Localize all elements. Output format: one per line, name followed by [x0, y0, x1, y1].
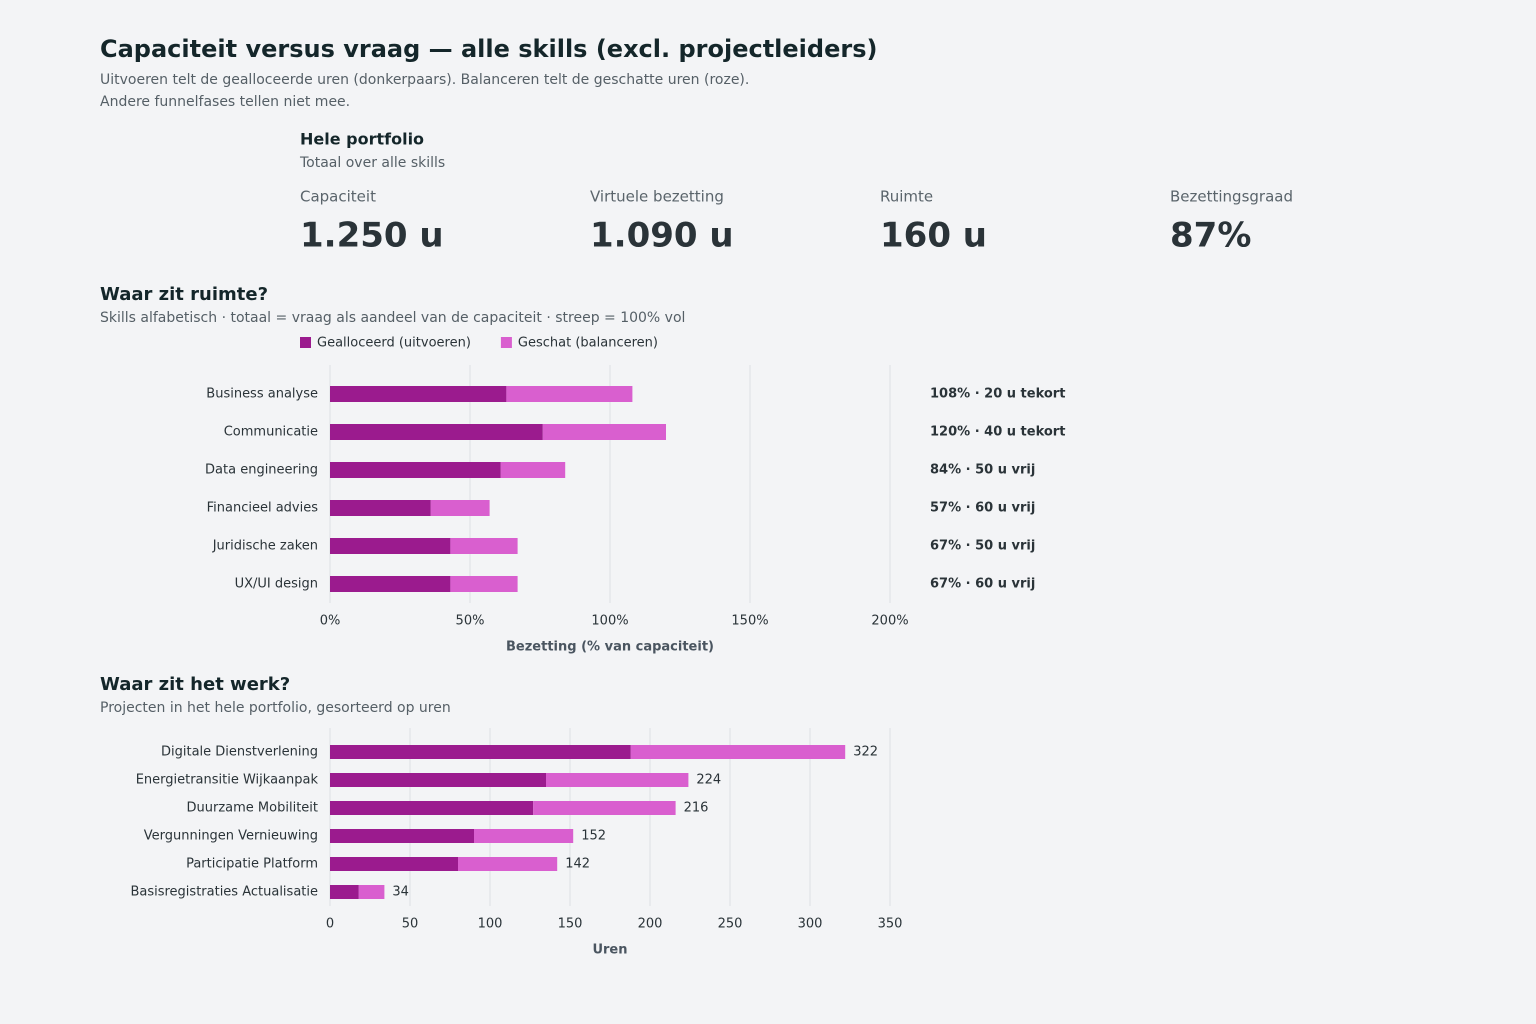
- bar-segment: [330, 576, 451, 592]
- bar-segment: [330, 745, 631, 759]
- x-tick-label: 100%: [591, 614, 628, 629]
- x-tick-label: 200: [638, 917, 663, 932]
- bar-segment: [474, 829, 574, 843]
- bar-segment: [458, 857, 558, 871]
- x-tick-label: 150%: [731, 614, 768, 629]
- bar-segment: [330, 500, 431, 516]
- bar-segment: [330, 773, 546, 787]
- bar-segment: [330, 424, 543, 440]
- kpi-value: 160 u: [880, 216, 987, 256]
- kpi-label: Ruimte: [880, 188, 933, 206]
- total-label: 34: [392, 885, 409, 900]
- kpi-label: Virtuele bezetting: [590, 188, 724, 206]
- category-label: Energietransitie Wijkaanpak: [136, 773, 319, 788]
- chart-subtitle: Skills alfabetisch · totaal = vraag als …: [100, 310, 685, 326]
- kpi-label: Bezettingsgraad: [1170, 188, 1293, 206]
- kpi-value: 1.090 u: [590, 216, 734, 256]
- annotation: 108% · 20 u tekort: [930, 387, 1065, 402]
- bar-segment: [450, 576, 518, 592]
- legend-label: Geschat (balanceren): [518, 336, 658, 351]
- total-label: 322: [853, 745, 878, 760]
- total-label: 142: [565, 857, 590, 872]
- kpi-value: 1.250 u: [300, 216, 444, 256]
- summary-subtitle: Totaal over alle skills: [299, 155, 445, 171]
- category-label: Data engineering: [205, 463, 318, 478]
- x-tick-label: 350: [878, 917, 903, 932]
- annotation: 57% · 60 u vrij: [930, 501, 1035, 516]
- bar-segment: [330, 857, 458, 871]
- bar-segment: [330, 386, 507, 402]
- bar-segment: [506, 386, 633, 402]
- category-label: Business analyse: [206, 387, 318, 402]
- subtitle: Uitvoeren telt de gealloceerde uren (don…: [100, 72, 749, 88]
- x-tick-label: 0: [326, 917, 334, 932]
- chart-title: Waar zit ruimte?: [100, 284, 268, 305]
- total-label: 152: [581, 829, 606, 844]
- summary-title: Hele portfolio: [300, 130, 424, 149]
- category-label: Duurzame Mobiliteit: [187, 801, 318, 816]
- total-label: 216: [684, 801, 709, 816]
- annotation: 120% · 40 u tekort: [930, 425, 1065, 440]
- kpi-value: 87%: [1170, 216, 1251, 256]
- bar-segment: [330, 885, 359, 899]
- category-label: Communicatie: [224, 425, 318, 440]
- bar-segment: [450, 538, 518, 554]
- category-label: Financieel advies: [207, 501, 319, 516]
- category-label: Juridische zaken: [212, 539, 318, 554]
- bar-segment: [630, 745, 846, 759]
- legend-label: Gealloceerd (uitvoeren): [317, 336, 471, 351]
- kpi-label: Capaciteit: [300, 188, 376, 206]
- bar-segment: [330, 538, 451, 554]
- bar-segment: [542, 424, 666, 440]
- chart-title: Waar zit het werk?: [100, 674, 290, 695]
- legend-swatch: [500, 337, 512, 348]
- subtitle: Andere funnelfases tellen niet mee.: [100, 94, 350, 110]
- total-label: 224: [696, 773, 721, 788]
- category-label: UX/UI design: [235, 577, 318, 592]
- annotation: 67% · 60 u vrij: [930, 577, 1035, 592]
- x-tick-label: 250: [718, 917, 743, 932]
- legend-swatch: [300, 337, 311, 348]
- bar-segment: [330, 801, 534, 815]
- annotation: 67% · 50 u vrij: [930, 539, 1035, 554]
- x-tick-label: 0%: [320, 614, 341, 629]
- bar-segment: [330, 462, 501, 478]
- x-tick-label: 300: [798, 917, 823, 932]
- bar-segment: [430, 500, 490, 516]
- bar-segment: [500, 462, 566, 478]
- annotation: 84% · 50 u vrij: [930, 463, 1035, 478]
- category-label: Basisregistraties Actualisatie: [130, 885, 318, 900]
- title: Capaciteit versus vraag — alle skills (e…: [100, 35, 877, 63]
- x-tick-label: 150: [558, 917, 583, 932]
- bar-segment: [546, 773, 689, 787]
- x-axis-label: Uren: [592, 943, 627, 958]
- category-label: Vergunningen Vernieuwing: [144, 829, 318, 844]
- category-label: Digitale Dienstverlening: [161, 745, 318, 760]
- chart-subtitle: Projecten in het hele portfolio, gesorte…: [100, 700, 451, 716]
- category-label: Participatie Platform: [186, 857, 318, 872]
- x-tick-label: 50: [402, 917, 419, 932]
- x-tick-label: 100: [478, 917, 503, 932]
- bar-segment: [358, 885, 385, 899]
- x-tick-label: 50%: [456, 614, 485, 629]
- x-axis-label: Bezetting (% van capaciteit): [506, 640, 714, 655]
- bar-segment: [330, 829, 474, 843]
- bar-segment: [533, 801, 676, 815]
- x-tick-label: 200%: [871, 614, 908, 629]
